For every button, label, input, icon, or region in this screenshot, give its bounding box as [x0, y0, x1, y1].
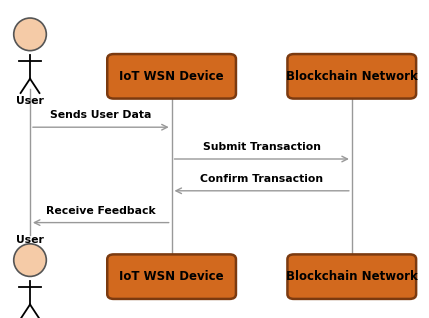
Ellipse shape [14, 244, 46, 276]
Text: IoT WSN Device: IoT WSN Device [119, 270, 224, 283]
FancyBboxPatch shape [287, 254, 416, 299]
FancyBboxPatch shape [107, 254, 236, 299]
Text: User: User [16, 235, 44, 245]
Ellipse shape [14, 18, 46, 51]
FancyBboxPatch shape [287, 54, 416, 99]
Text: Blockchain Network: Blockchain Network [286, 70, 418, 83]
Text: User: User [16, 96, 44, 106]
Text: Sends User Data: Sends User Data [50, 110, 151, 120]
Text: Submit Transaction: Submit Transaction [202, 142, 321, 152]
Text: Confirm Transaction: Confirm Transaction [200, 174, 323, 184]
FancyBboxPatch shape [107, 54, 236, 99]
Text: Receive Feedback: Receive Feedback [46, 206, 156, 216]
Text: IoT WSN Device: IoT WSN Device [119, 70, 224, 83]
Text: Blockchain Network: Blockchain Network [286, 270, 418, 283]
